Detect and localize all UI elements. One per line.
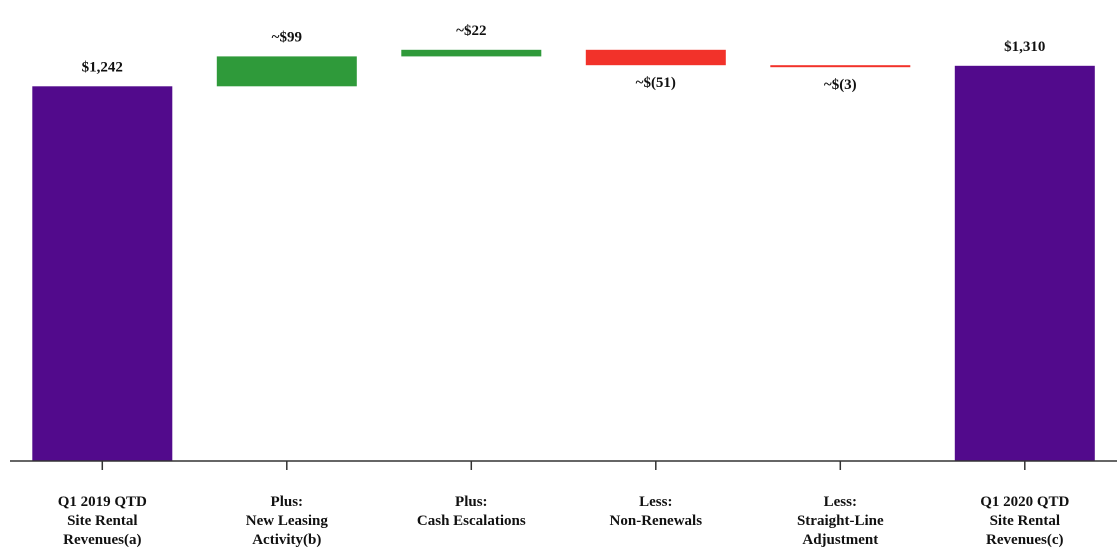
data-label-q1-2019-qtd-site-rental-revenues-a: $1,242 bbox=[82, 59, 123, 75]
category-label-line: Non-Renewals bbox=[610, 513, 703, 529]
x-axis bbox=[10, 460, 1117, 470]
bar-plus-cash-escalations bbox=[401, 49, 542, 57]
category-label-line: Plus: bbox=[271, 494, 304, 510]
category-label-plus-new-leasing-activity-b: Plus: New Leasing Activity(b) bbox=[246, 494, 329, 548]
bar-less-straight-line-adjustment bbox=[770, 65, 911, 68]
category-labels-group: Q1 2019 QTD Site Rental Revenues(a) Plus: Ne… bbox=[58, 494, 1070, 548]
data-labels-group: $1,242 ~$99 ~$22 ~$(51) ~$(3) $1,310 bbox=[82, 23, 1046, 93]
category-label-less-non-renewals: Less: Non-Renewals bbox=[610, 494, 703, 529]
category-label-line: Plus: bbox=[455, 494, 488, 510]
category-label-line: Q1 2020 QTD bbox=[980, 494, 1069, 510]
bar-q1-2020-qtd-site-rental-revenues-c bbox=[954, 65, 1095, 462]
data-label-plus-new-leasing-activity-b: ~$99 bbox=[272, 29, 302, 45]
category-label-plus-cash-escalations: Plus: Cash Escalations bbox=[417, 494, 526, 529]
category-label-less-straight-line-adjustment: Less: Straight-Line Adjustment bbox=[797, 494, 884, 548]
data-label-q1-2020-qtd-site-rental-revenues-c: $1,310 bbox=[1004, 39, 1045, 55]
category-label-line: Adjustment bbox=[802, 532, 878, 548]
category-label-line: Less: bbox=[824, 494, 857, 510]
category-label-line: Straight-Line bbox=[797, 513, 884, 529]
category-label-line: Site Rental bbox=[67, 513, 137, 529]
data-label-less-straight-line-adjustment: ~$(3) bbox=[824, 77, 857, 93]
category-label-line: Less: bbox=[639, 494, 672, 510]
bar-plus-new-leasing-activity-b bbox=[216, 56, 357, 87]
data-label-plus-cash-escalations: ~$22 bbox=[456, 23, 486, 39]
category-label-line: Revenues(c) bbox=[986, 532, 1063, 548]
category-label-q1-2019-qtd-site-rental-revenues-a: Q1 2019 QTD Site Rental Revenues(a) bbox=[58, 494, 147, 548]
category-label-line: New Leasing bbox=[246, 513, 329, 529]
bars-group bbox=[32, 49, 1095, 462]
category-label-line: Activity(b) bbox=[252, 532, 321, 548]
bar-less-non-renewals bbox=[585, 49, 726, 66]
category-label-q1-2020-qtd-site-rental-revenues-c: Q1 2020 QTD Site Rental Revenues(c) bbox=[980, 494, 1069, 548]
category-label-line: Q1 2019 QTD bbox=[58, 494, 147, 510]
category-label-line: Revenues(a) bbox=[63, 532, 141, 548]
category-label-line: Site Rental bbox=[990, 513, 1060, 529]
data-label-less-non-renewals: ~$(51) bbox=[636, 75, 676, 91]
category-label-line: Cash Escalations bbox=[417, 513, 526, 529]
bar-q1-2019-qtd-site-rental-revenues-a bbox=[32, 86, 173, 462]
